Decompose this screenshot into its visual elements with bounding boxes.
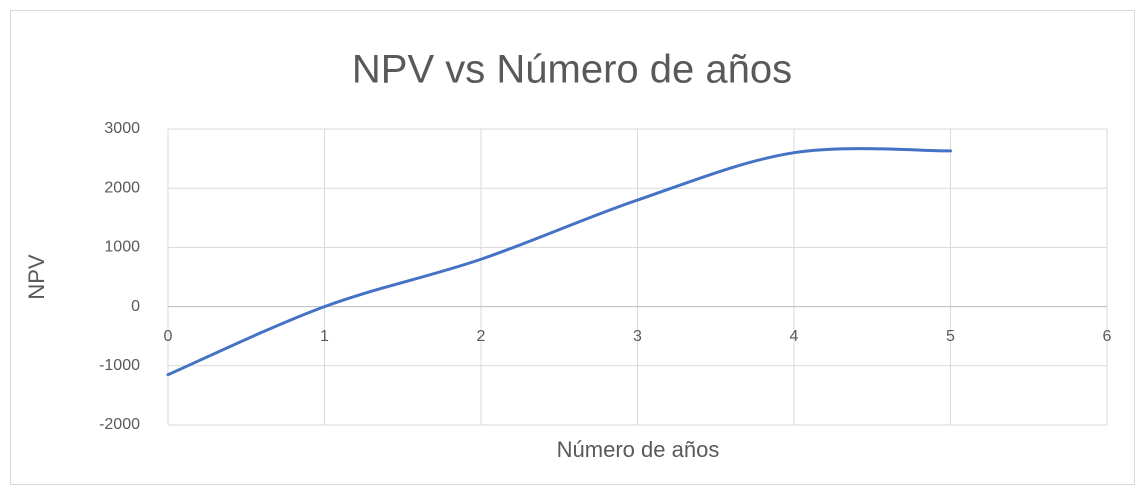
x-tick-label: 2	[477, 328, 486, 345]
y-tick-label: 3000	[104, 120, 140, 137]
y-tick-label: -2000	[99, 416, 140, 433]
y-tick-label: 1000	[104, 239, 140, 256]
x-tick-label: 5	[946, 328, 955, 345]
chart-title: NPV vs Número de años	[352, 48, 792, 92]
x-axis-label: Número de años	[557, 437, 720, 462]
x-tick-label: 1	[320, 328, 329, 345]
x-tick-label: 3	[633, 328, 642, 345]
y-tick-label: -1000	[99, 357, 140, 374]
x-tick-label: 4	[790, 328, 799, 345]
x-tick-label: 0	[164, 328, 173, 345]
y-axis-label: NPV	[24, 254, 49, 300]
y-tick-label: 2000	[104, 179, 140, 196]
x-tick-label: 6	[1103, 328, 1112, 345]
data-line	[166, 147, 952, 377]
y-tick-label: 0	[131, 298, 140, 315]
